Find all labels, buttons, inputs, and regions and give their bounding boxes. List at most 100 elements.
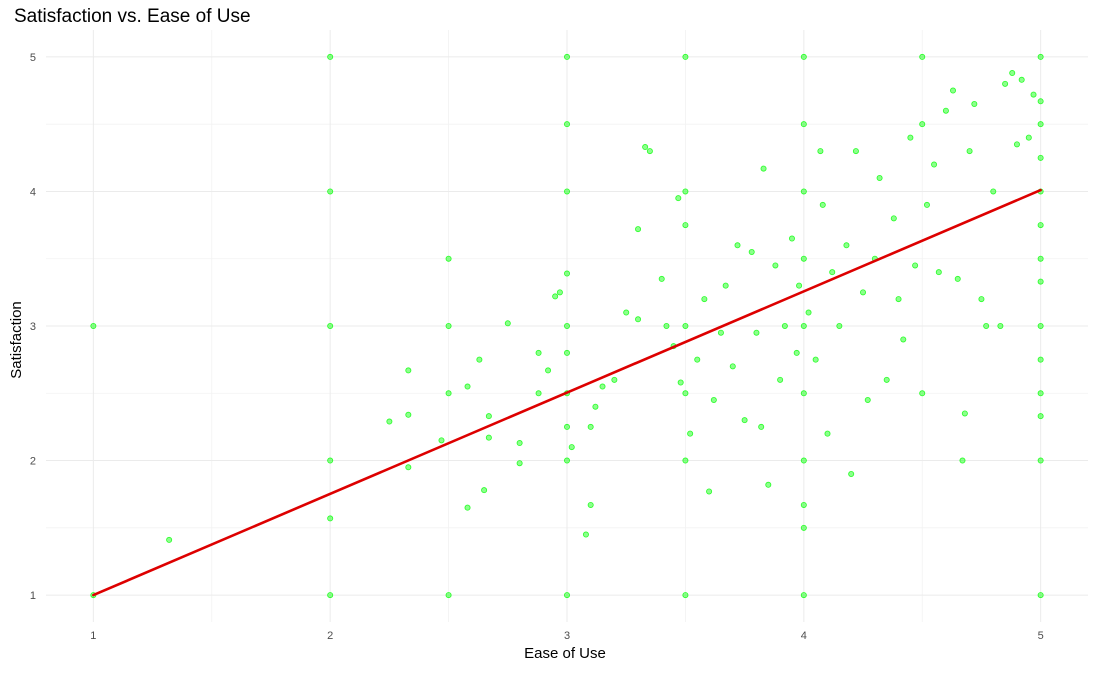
data-point <box>950 87 957 94</box>
data-point <box>729 363 736 370</box>
data-point <box>658 275 665 282</box>
data-point <box>900 336 907 343</box>
data-point <box>564 592 571 599</box>
data-point <box>1037 592 1044 599</box>
data-point <box>327 322 334 329</box>
data-point <box>535 349 542 356</box>
data-point <box>796 282 803 289</box>
data-point <box>912 262 919 269</box>
data-point <box>564 423 571 430</box>
data-point <box>166 536 173 543</box>
data-point <box>978 296 985 303</box>
data-point <box>800 188 807 195</box>
data-point <box>438 437 445 444</box>
data-point <box>734 242 741 249</box>
data-point <box>1037 121 1044 128</box>
data-point <box>682 53 689 60</box>
data-point <box>919 390 926 397</box>
x-tick-label: 3 <box>564 630 570 642</box>
data-point <box>812 356 819 363</box>
tick-labels: 1 2 3 4 5 1 2 3 4 5 <box>30 52 1044 642</box>
data-point <box>623 309 630 316</box>
data-point <box>682 390 689 397</box>
data-point <box>907 134 914 141</box>
data-point <box>564 53 571 60</box>
data-point <box>1037 278 1044 285</box>
data-point <box>564 270 571 277</box>
data-point <box>556 289 563 296</box>
data-point <box>611 376 618 383</box>
data-point <box>1037 413 1044 420</box>
data-point <box>1037 390 1044 397</box>
data-point <box>954 275 961 282</box>
data-point <box>748 248 755 255</box>
data-point <box>592 403 599 410</box>
data-point <box>864 396 871 403</box>
data-point <box>843 242 850 249</box>
data-point <box>1037 222 1044 229</box>
data-point <box>677 379 684 386</box>
data-point <box>800 457 807 464</box>
data-point <box>931 161 938 168</box>
data-point <box>800 322 807 329</box>
data-point <box>485 413 492 420</box>
data-point <box>701 296 708 303</box>
data-point <box>445 322 452 329</box>
data-point <box>687 430 694 437</box>
data-point <box>386 418 393 425</box>
data-point <box>741 417 748 424</box>
data-point <box>1018 76 1025 83</box>
data-point <box>836 322 843 329</box>
data-point <box>722 282 729 289</box>
data-point <box>966 148 973 155</box>
data-point <box>682 322 689 329</box>
data-point <box>883 376 890 383</box>
data-point <box>935 269 942 276</box>
data-point <box>682 188 689 195</box>
regression-line <box>92 188 1042 597</box>
data-point <box>793 349 800 356</box>
data-point <box>1037 356 1044 363</box>
data-point <box>405 411 412 418</box>
data-point <box>765 481 772 488</box>
data-point <box>781 322 788 329</box>
data-point <box>694 356 701 363</box>
x-tick-label: 1 <box>90 630 96 642</box>
data-point <box>587 501 594 508</box>
data-point <box>675 195 682 202</box>
x-tick-label: 2 <box>327 630 333 642</box>
data-point <box>587 423 594 430</box>
data-point <box>90 322 97 329</box>
data-point <box>552 293 559 300</box>
data-point <box>772 262 779 269</box>
data-point <box>445 255 452 262</box>
y-tick-label: 1 <box>30 590 36 602</box>
data-point <box>1037 255 1044 262</box>
data-point <box>824 430 831 437</box>
data-point <box>895 296 902 303</box>
data-point <box>568 444 575 451</box>
data-point <box>682 592 689 599</box>
data-point <box>817 148 824 155</box>
y-tick-label: 5 <box>30 52 36 64</box>
data-point <box>860 289 867 296</box>
regression-line-group <box>92 188 1042 597</box>
chart-title: Satisfaction vs. Ease of Use <box>14 6 251 27</box>
data-point <box>710 396 717 403</box>
data-point <box>997 322 1004 329</box>
data-point <box>923 201 930 208</box>
data-point <box>464 383 471 390</box>
data-point <box>445 592 452 599</box>
data-point <box>464 504 471 511</box>
data-point <box>327 188 334 195</box>
data-point <box>706 488 713 495</box>
data-point <box>405 464 412 471</box>
data-point <box>890 215 897 222</box>
data-point <box>646 148 653 155</box>
data-point <box>805 309 812 316</box>
data-point <box>717 329 724 336</box>
data-point <box>476 356 483 363</box>
data-point <box>564 457 571 464</box>
data-point <box>848 470 855 477</box>
